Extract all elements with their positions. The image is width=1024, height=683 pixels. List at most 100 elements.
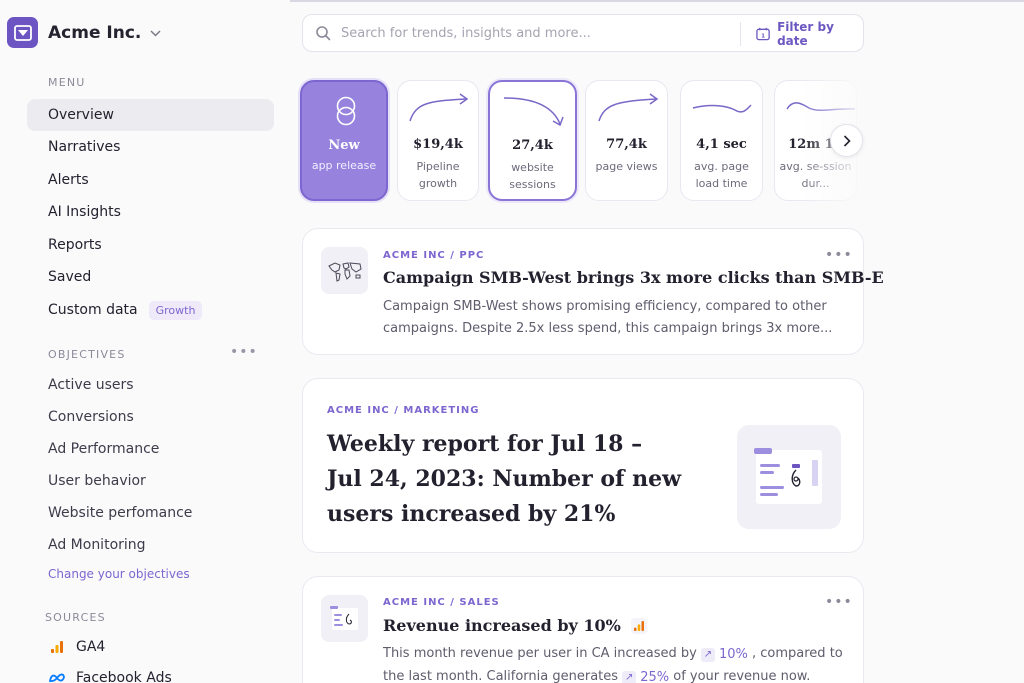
card-kicker: ACME INC / SALES [383,597,500,608]
insight-card-ppc[interactable]: ACME INC / PPC ••• Campaign SMB-West bri… [302,228,884,355]
search-bar: 1 Filter by date [302,14,864,52]
objective-conversions[interactable]: Conversions [48,409,134,425]
filter-label: Filter by date [777,20,834,48]
source-facebook-ads[interactable]: Facebook Ads [48,669,172,683]
trend-up-icon [409,93,469,122]
chevron-down-icon [150,26,161,40]
metric-value: $19,4k [413,137,463,152]
sources-section-label: SOURCES [45,611,106,624]
card-title: Campaign SMB-West brings 3x more clicks … [383,268,884,287]
sidebar-item-label: AI Insights [48,204,121,220]
metric-label: website sessions [509,161,556,191]
increase-chip: ↗ 10% [700,644,748,666]
ga4-icon [48,638,66,656]
card-title-line: Jul 24, 2023: Number of new [327,466,682,492]
card-title: Revenue increased by 10% [383,616,647,635]
sidebar-item-ai-insights[interactable]: AI Insights [27,196,274,228]
chevron-right-icon [843,134,851,147]
release-icon [336,96,356,126]
search-icon [315,25,331,41]
report-illustration [737,425,841,529]
search-input[interactable] [341,25,721,41]
sidebar-item-saved[interactable]: Saved [27,261,274,293]
menu-section-label: MENU [48,76,86,89]
sidebar-item-label: Overview [48,107,114,123]
objectives-section-label: OBJECTIVES [48,348,126,361]
svg-text:1: 1 [761,34,765,40]
filter-by-date-button[interactable]: 1 Filter by date [756,15,863,53]
workspace-switcher[interactable]: Acme Inc. [7,17,161,48]
metric-tile-page-load-time[interactable]: 4,1 sec avg. page load time [680,80,763,201]
sidebar-item-label: Custom data [48,302,138,318]
objective-user-behavior[interactable]: User behavior [48,473,146,489]
insight-card-sales[interactable]: ACME INC / SALES ••• Revenue increased b… [302,576,864,683]
share-chip: ↗ 25% [622,667,669,683]
top-border [0,0,1024,2]
chip-value: 25% [640,670,670,683]
trend-wave-icon [786,102,856,111]
card-more-icon[interactable]: ••• [825,594,853,610]
growth-badge: Growth [148,300,203,320]
search-divider [740,22,741,46]
metric-tile-new-release[interactable]: New app release [300,80,388,201]
objective-website-performance[interactable]: Website perfomance [48,505,193,521]
objective-ad-performance[interactable]: Ad Performance [48,441,160,457]
card-title-text: Revenue increased by 10% [383,616,621,635]
arrow-up-right-icon: ↗ [622,671,637,683]
arrow-up-right-icon: ↗ [700,648,715,662]
carousel-next-button[interactable] [830,124,863,157]
sidebar-item-custom-data[interactable]: Custom data Growth [27,294,274,326]
body-text: the last month. California generates [383,669,619,683]
metric-value: 77,4k [606,137,647,152]
sidebar-item-overview[interactable]: Overview [27,99,274,131]
sidebar-item-reports[interactable]: Reports [27,229,274,261]
world-map-icon [321,247,368,294]
sidebar-item-label: Alerts [48,172,89,188]
metric-label: avg. page load time [694,160,749,190]
metric-tile-page-views[interactable]: 77,4k page views [585,80,668,201]
card-body: Campaign SMB-West shows promising effici… [383,299,833,336]
objective-active-users[interactable]: Active users [48,377,134,393]
sidebar-item-alerts[interactable]: Alerts [27,164,274,196]
card-more-icon[interactable]: ••• [825,247,853,263]
trend-down-icon [503,97,564,127]
sidebar-item-narratives[interactable]: Narratives [27,131,274,163]
metric-tile-website-sessions[interactable]: 27,4k website sessions [488,80,577,201]
metric-value: 27,4k [512,138,553,153]
source-ga4[interactable]: GA4 [48,638,105,656]
trend-up-icon [598,93,659,122]
metric-label: app release [311,159,377,172]
source-label: Facebook Ads [76,670,172,683]
metric-label: Pipeline growth [416,160,460,190]
metric-label: page views [595,160,658,173]
card-body: This month revenue per user in CA increa… [383,643,853,683]
card-title: Weekly report for Jul 18 – Jul 24, 2023:… [327,427,681,532]
metric-value: 4,1 sec [696,137,747,152]
objectives-more-icon[interactable]: ••• [230,344,258,360]
body-text: , compared to [752,646,843,661]
workspace-name: Acme Inc. [48,22,142,43]
source-label: GA4 [76,639,106,655]
chip-value: 10% [718,647,748,662]
sidebar: Acme Inc. MENU Overview Narratives Alert… [0,0,290,683]
body-text: This month revenue per user in CA increa… [383,646,697,661]
card-title-line: users increased by 21% [327,501,616,527]
change-objectives-link[interactable]: Change your objectives [48,567,190,581]
trend-wave-icon [692,104,752,113]
meta-icon [48,669,66,683]
metric-label: avg. se-ssion dur... [779,160,852,190]
body-text: of your revenue now. [673,669,811,683]
metric-tile-pipeline-growth[interactable]: $19,4k Pipeline growth [397,80,479,201]
card-title-line: Weekly report for Jul 18 – [327,431,643,457]
report-icon [321,595,368,642]
sidebar-item-label: Saved [48,269,92,285]
sidebar-item-label: Narratives [48,139,121,155]
ga4-icon [630,617,647,634]
card-kicker: ACME INC / PPC [383,250,485,261]
insight-card-weekly-report[interactable]: ACME INC / MARKETING Weekly report for J… [302,378,864,553]
sidebar-item-label: Reports [48,237,102,253]
metric-value: New [328,138,360,153]
acme-logo-icon [7,17,38,48]
objective-ad-monitoring[interactable]: Ad Monitoring [48,537,146,553]
calendar-icon: 1 [756,27,770,41]
